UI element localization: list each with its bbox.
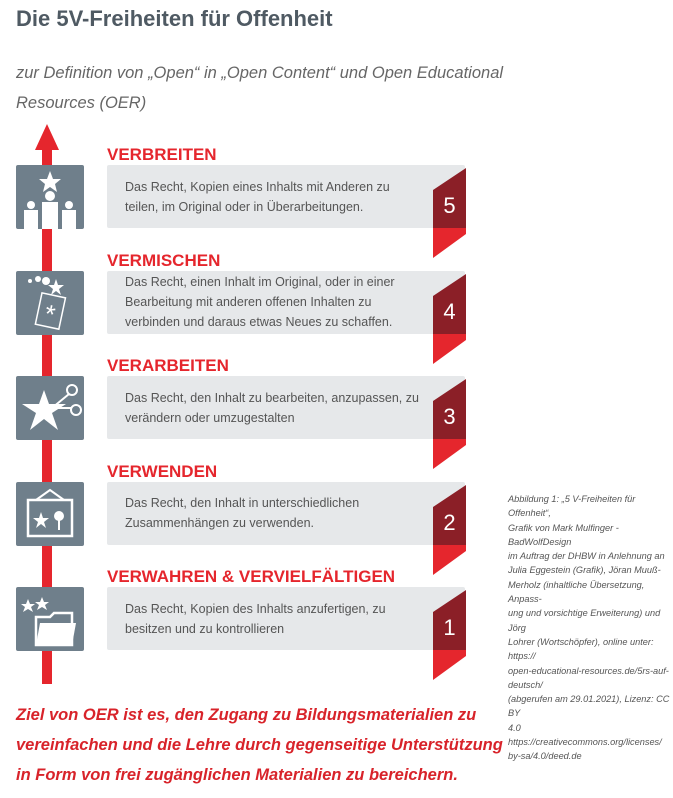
number-tab xyxy=(433,273,466,364)
svg-text:*: * xyxy=(42,298,58,329)
right-description-box: Das Recht, Kopien eines Inhalts mit Ande… xyxy=(107,165,465,228)
caption-line: ung und vorsichtige Erweiterung) und Jör… xyxy=(508,608,661,633)
right-number: 5 xyxy=(443,193,456,218)
page-title: Die 5V-Freiheiten für Offenheit xyxy=(16,6,333,31)
caption-line: Lohrer (Wortschöpfer), online unter: htt… xyxy=(508,636,654,662)
right-number: 2 xyxy=(443,509,456,535)
subtitle-line: Resources (OER) xyxy=(16,94,147,112)
caption-line: Merholz (inhaltliche Übersetzung, Anpass… xyxy=(508,579,645,605)
scissors-star-icon xyxy=(16,376,84,440)
caption-line: open-educational-resources.de/5rs-auf- xyxy=(508,665,669,676)
number-tab xyxy=(433,168,466,258)
right-number: 1 xyxy=(443,615,456,640)
right-description: Das Recht, Kopien eines Inhalts mit Ande… xyxy=(125,179,390,214)
caption-line: Abbildung 1: „5 V-Freiheiten für Offenhe… xyxy=(508,494,636,519)
caption-line: im Auftrag der DHBW in Anlehnung an xyxy=(508,551,665,562)
right-description-box: Das Recht, den Inhalt zu bearbeiten, anz… xyxy=(107,376,465,439)
caption-line: Julia Eggestein (Grafik), Jöran Muuß- xyxy=(508,565,661,576)
subtitle-line: zur Definition von „Open“ in „Open Conte… xyxy=(16,64,504,82)
arrow-head xyxy=(35,124,59,150)
conclusion-text: Ziel von OER ist es, den Zugang zu Bildu… xyxy=(16,700,503,790)
right-number: 4 xyxy=(443,298,456,324)
right-heading: VERWENDEN xyxy=(107,461,218,481)
right-heading: VERARBEITEN xyxy=(107,356,229,375)
people-star-icon xyxy=(16,165,84,229)
conclusion-line: in Form von frei zugänglichen Materialie… xyxy=(16,766,458,784)
caption-line: Grafik von Mark Mulfinger - BadWolfDesig… xyxy=(508,522,619,547)
folder-star-icon xyxy=(16,587,84,651)
right-description-box: Das Recht, Kopien des Inhalts anzufertig… xyxy=(107,587,465,650)
right-heading: VERMISCHEN xyxy=(107,250,221,270)
right-description: Das Recht, den Inhalt in unterschiedlich… xyxy=(125,496,360,530)
right-description: Das Recht, Kopien des Inhalts anzufertig… xyxy=(125,601,386,636)
number-tab xyxy=(433,484,466,575)
subtitle: zur Definition von „Open“ in „Open Conte… xyxy=(16,58,556,118)
number-tab xyxy=(433,590,466,680)
right-number: 3 xyxy=(443,404,456,429)
conclusion-line: Ziel von OER ist es, den Zugang zu Bildu… xyxy=(16,706,477,724)
number-tab xyxy=(433,379,466,469)
right-description: Das Recht, einen Inhalt im Original, ode… xyxy=(125,275,395,329)
conclusion-line: vereinfachen und die Lehre durch gegense… xyxy=(16,736,503,754)
right-heading: VERBREITEN xyxy=(107,145,217,164)
right-heading: VERWAHREN & VERVIELFÄLTIGEN xyxy=(107,567,396,586)
figure-caption: Abbildung 1: „5 V-Freiheiten für Offenhe… xyxy=(508,492,673,764)
caption-line: 4.0 https://creativecommons.org/licenses… xyxy=(508,722,662,748)
right-description-box: Das Recht, den Inhalt in unterschiedlich… xyxy=(107,481,465,545)
document-mix-icon: * xyxy=(16,270,84,335)
picture-icon xyxy=(16,481,84,546)
right-description-box: Das Recht, einen Inhalt im Original, ode… xyxy=(107,270,465,334)
right-description: Das Recht, den Inhalt zu bearbeiten, anz… xyxy=(125,390,419,425)
caption-line: by-sa/4.0/deed.de xyxy=(508,751,582,762)
caption-line: deutsch/ xyxy=(508,679,543,690)
caption-line: (abgerufen am 29.01.2021), Lizenz: CC BY xyxy=(508,694,670,719)
